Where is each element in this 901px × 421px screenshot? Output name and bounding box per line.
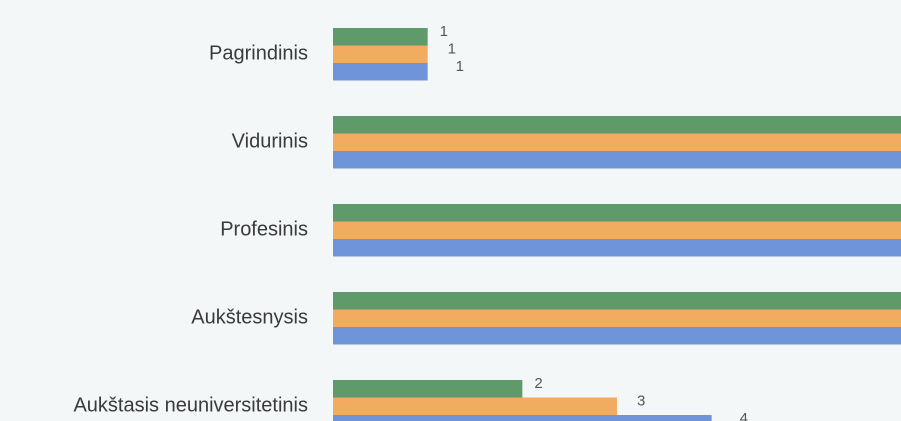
data-label: 1 (456, 58, 464, 75)
bar (333, 239, 901, 257)
category-label: Profesinis (220, 219, 308, 241)
bar (333, 397, 617, 415)
bar (333, 309, 901, 327)
bar (333, 133, 901, 151)
data-label: 1 (440, 23, 448, 40)
category-label: Aukštasis neuniversitetinis (73, 395, 308, 417)
bar (333, 221, 901, 239)
bar (333, 415, 712, 421)
category-label: Aukštesnysis (191, 307, 308, 329)
bar (333, 204, 901, 222)
data-label: 4 (740, 410, 748, 421)
bar (333, 151, 901, 169)
category-label: Vidurinis (232, 131, 308, 153)
bar (333, 327, 901, 345)
bar (333, 45, 428, 63)
data-label: 3 (637, 392, 645, 409)
data-label: 2 (534, 375, 542, 392)
bar (333, 28, 428, 46)
bar (333, 380, 523, 398)
bar (333, 292, 901, 310)
category-label: Pagrindinis (209, 43, 308, 65)
bar (333, 116, 901, 134)
bar (333, 63, 428, 81)
data-label: 1 (448, 40, 456, 57)
